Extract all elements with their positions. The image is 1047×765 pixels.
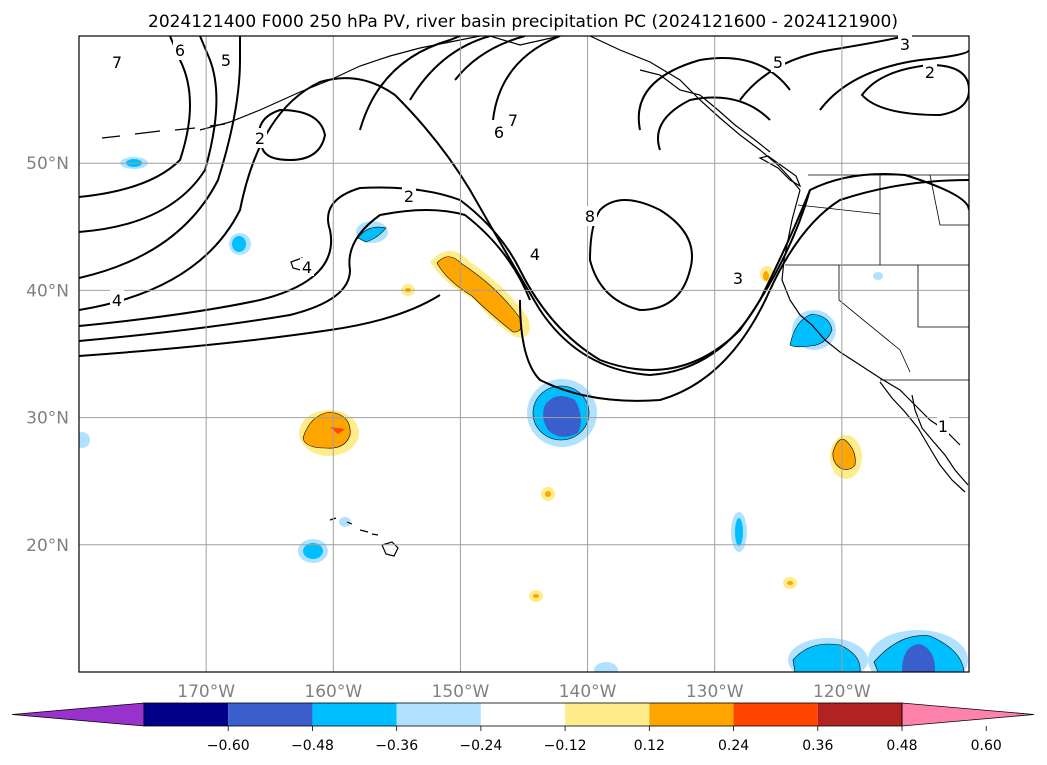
longitude-labels: 170°W 160°W 150°W 140°W 130°W 120°W: [177, 682, 871, 702]
precip-shading: [79, 157, 968, 672]
contour-label-text: 5: [773, 53, 783, 72]
colorbar-tick-label: 0.48: [886, 738, 917, 754]
longitude-tick-label: 160°W: [304, 682, 362, 702]
map-title: 2024121400 F000 250 hPa PV, river basin …: [148, 12, 898, 32]
colorbar-segment: [565, 703, 650, 726]
contour-label: 5: [771, 52, 785, 72]
latitude-tick-label: 30°N: [26, 409, 69, 429]
colorbar-tick-label: −0.60: [207, 738, 250, 754]
contour-label-text: 1: [938, 417, 948, 436]
contour-label: 3: [898, 34, 912, 54]
contour-label: 2: [402, 186, 416, 206]
colorbar-tick-label: 0.36: [802, 738, 833, 754]
contour-label-text: 7: [508, 111, 518, 130]
contour-label: 2: [923, 62, 937, 82]
contour-label-text: 2: [404, 187, 414, 206]
colorbar-tick-label: 0.24: [718, 738, 749, 754]
contour-label-text: 2: [925, 63, 935, 82]
contour-label: 5: [219, 50, 233, 70]
negative-anomaly-south: [788, 630, 968, 672]
contour-label: 8: [583, 206, 597, 226]
colorbar-segment: [733, 703, 818, 726]
longitude-tick-label: 120°W: [813, 682, 871, 702]
negative-anomaly-central: [527, 379, 597, 447]
contour-label-text: 3: [900, 35, 910, 54]
positive-anomaly-baja: [830, 435, 862, 479]
colorbar-tick-label: 0.12: [634, 738, 665, 754]
contour-label-text: 6: [494, 123, 504, 142]
colorbar-tick-label: 0.60: [971, 738, 1002, 754]
colorbar: −0.60 −0.48 −0.36 −0.24 −0.12 0.12 0.24 0.36 0.4…: [11, 702, 1035, 754]
longitude-tick-label: 170°W: [177, 682, 235, 702]
contour-label-text: 5: [221, 51, 231, 70]
contour-label: 7: [506, 110, 520, 130]
latitude-tick-label: 40°N: [26, 281, 69, 301]
colorbar-tick-label: −0.48: [291, 738, 334, 754]
contour-label-text: 8: [585, 207, 595, 226]
positive-anomaly-west: [299, 410, 359, 456]
colorbar-segment: [649, 703, 734, 726]
colorbar-tick-label: −0.36: [375, 738, 418, 754]
contour-label: 2: [253, 128, 267, 148]
contour-label-text: 6: [175, 41, 185, 60]
contour-label: 6: [492, 122, 506, 142]
map-frame: [78, 35, 970, 673]
colorbar-extend-high: [901, 702, 1035, 727]
longitude-tick-label: 150°W: [432, 682, 490, 702]
latitude-tick-label: 50°N: [26, 154, 69, 174]
colorbar-segment: [312, 703, 397, 726]
borders: [785, 174, 969, 381]
colorbar-segment: [817, 703, 902, 726]
small-anomalies: [79, 157, 883, 672]
contour-label: 3: [731, 268, 745, 288]
contour-label-text: 2: [255, 129, 265, 148]
longitude-tick-label: 140°W: [559, 682, 617, 702]
contour-label: 6: [173, 40, 187, 60]
contour-label: 4: [528, 244, 542, 264]
contour-label-text: 4: [112, 291, 122, 310]
contour-label-text: 4: [530, 245, 540, 264]
gridlines: [79, 36, 969, 672]
contour-label: 7: [110, 52, 124, 72]
colorbar-tick-label: −0.12: [544, 738, 587, 754]
contour-label-text: 7: [112, 53, 122, 72]
colorbar-segment: [480, 703, 566, 726]
contour-label: 4: [110, 290, 124, 310]
colorbar-tick-label: −0.24: [459, 738, 502, 754]
colorbar-segment: [396, 703, 481, 726]
contour-labels: 7 6 5 2 2 4 4 8 7 6 5 3 2 4 3 1: [110, 34, 949, 436]
contour-label: 1: [937, 416, 949, 436]
colorbar-segment: [144, 703, 229, 726]
contour-label-text: 4: [302, 258, 312, 277]
contour-label-text: 3: [733, 269, 743, 288]
longitude-tick-label: 130°W: [686, 682, 744, 702]
map-area: [79, 36, 969, 672]
contour-label: 4: [300, 258, 314, 277]
colorbar-extend-low: [11, 702, 145, 727]
colorbar-frame: [143, 702, 903, 727]
colorbar-segment: [228, 703, 313, 726]
latitude-labels: 20°N 30°N 40°N 50°N: [26, 154, 69, 556]
latitude-tick-label: 20°N: [26, 536, 69, 556]
